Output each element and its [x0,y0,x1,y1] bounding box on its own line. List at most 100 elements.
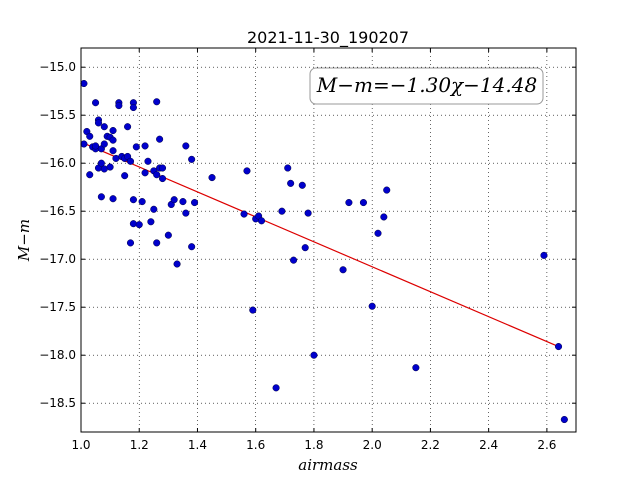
x-tick-label: 2.6 [537,438,556,452]
data-point [339,266,347,274]
data-point [310,351,318,359]
data-point [374,229,382,237]
data-point [257,217,266,225]
data-point [144,157,152,165]
data-point [138,198,146,206]
data-point [80,140,88,148]
data-point [158,175,167,183]
data-point [188,155,196,163]
data-point [284,164,292,172]
data-point [141,169,149,177]
data-point [129,196,137,204]
equation-text: M−m=−1.30χ−14.48 [316,73,537,97]
x-tick-label: 2.0 [363,438,382,452]
data-point [301,244,309,252]
data-point [164,231,172,239]
x-tick-label: 1.8 [304,438,323,452]
y-tick-label: −17.0 [39,252,76,266]
data-point [124,123,132,131]
plot-frame [80,47,577,433]
data-point [141,142,149,150]
data-point [182,142,190,150]
data-point [298,181,306,189]
data-point [554,343,563,351]
x-tick-label: 1.2 [130,438,149,452]
y-axis-ticks: −15.0 −15.5 −16.0 −16.5 −17.0 −17.5 −18.0 −18.5 [39,60,576,410]
data-point [208,174,216,182]
data-point [540,251,548,259]
data-point [135,221,143,229]
x-tick-label: 1.6 [246,438,265,452]
data-point [121,172,129,180]
grid-lines [81,48,576,432]
y-tick-label: −16.5 [39,204,76,218]
data-point [126,157,135,165]
x-tick-label: 2.4 [479,438,498,452]
x-tick-label: 2.2 [421,438,440,452]
equation-box [309,67,544,105]
data-point [80,79,88,88]
data-point [94,119,103,127]
data-point [129,220,137,228]
data-point [115,102,123,110]
data-point [304,209,312,217]
data-point [97,159,105,167]
data-point [92,142,100,150]
data-point [129,103,137,112]
data-point [109,136,117,144]
data-point [147,218,155,226]
equation-annotation: M−m=−1.30χ−14.48 [309,67,544,105]
data-point [109,195,117,203]
y-tick-label: −15.0 [39,60,76,74]
x-tick-label: 1.0 [71,438,90,452]
data-points [80,79,568,424]
y-tick-label: −15.5 [39,108,76,122]
data-point [86,171,94,179]
x-tick-label: 1.4 [188,438,207,452]
data-point [359,199,367,207]
data-point [345,199,353,207]
data-point [153,239,161,247]
data-point [278,207,286,215]
data-point [179,198,187,206]
data-point [380,213,388,221]
data-point [158,164,167,172]
y-tick-label: −17.5 [39,300,76,314]
data-point [109,147,117,155]
data-point [153,171,161,179]
data-point [92,99,100,107]
data-point [240,210,248,218]
data-point [100,123,108,131]
x-axis-ticks: 1.0 1.2 1.4 1.6 1.8 2.0 2.2 2.4 2.6 [71,48,556,452]
data-point [153,98,161,106]
data-point [191,199,199,207]
data-point [287,179,295,187]
data-point [368,302,376,310]
x-axis-label: airmass [298,456,358,474]
data-point [243,167,251,175]
y-tick-label: −18.0 [39,348,76,362]
y-tick-label: −18.5 [39,396,76,410]
y-axis-label: M−m [15,219,33,262]
data-point [182,209,190,217]
data-point [126,239,135,247]
data-point [188,243,196,251]
data-point [150,205,158,213]
data-point [290,256,298,264]
data-point [173,260,181,268]
data-point [412,364,420,372]
data-point [132,143,140,151]
data-point [560,415,568,424]
y-tick-label: −16.0 [39,156,76,170]
data-point [97,193,105,201]
chart-title: 2021-11-30_190207 [247,28,409,48]
data-point [272,384,280,392]
data-point [170,196,178,204]
data-point [106,163,114,171]
data-point [86,132,94,140]
data-point [156,135,164,143]
data-point [100,140,108,148]
data-point [249,306,257,314]
data-point [383,186,391,194]
data-point [109,127,117,135]
